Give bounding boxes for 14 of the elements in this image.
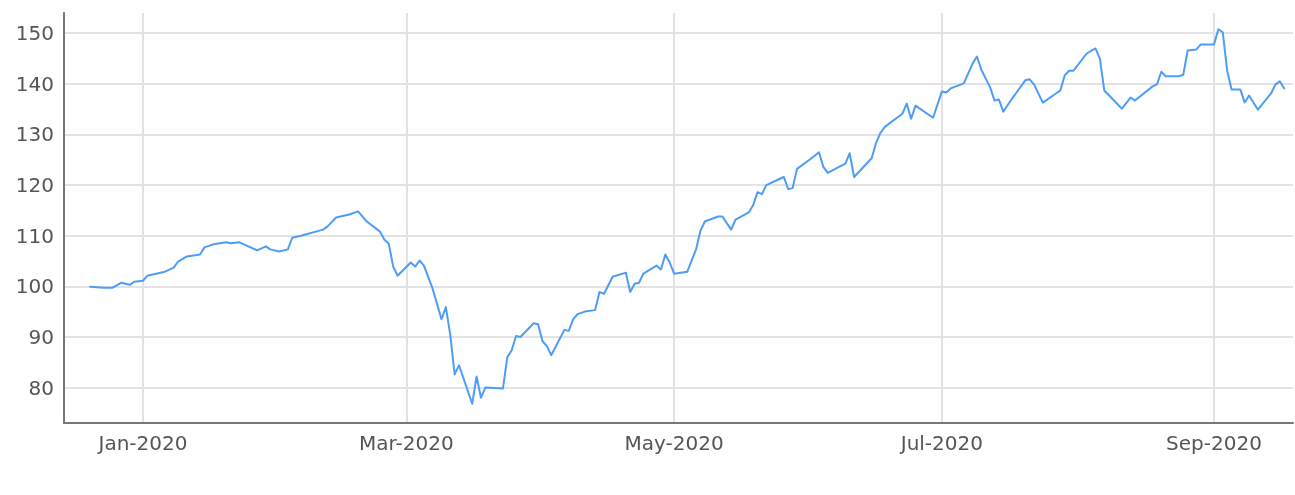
y-tick-label: 80 [28, 375, 54, 400]
y-tick-label: 130 [15, 122, 54, 147]
x-tick-label: Jul-2020 [898, 431, 983, 455]
line-series [89, 28, 1286, 405]
y-tick-label: 100 [15, 274, 54, 299]
x-tick-label: Sep-2020 [1166, 431, 1262, 455]
x-tick-label: May-2020 [624, 431, 724, 455]
y-tick-label: 140 [15, 71, 54, 96]
x-tick-label: Mar-2020 [359, 431, 454, 455]
x-tick-label: Jan-2020 [96, 431, 188, 455]
y-tick-label: 90 [28, 324, 54, 349]
y-tick-label: 150 [15, 21, 54, 46]
y-tick-label: 120 [15, 173, 54, 198]
y-tick-label: 110 [15, 223, 54, 248]
